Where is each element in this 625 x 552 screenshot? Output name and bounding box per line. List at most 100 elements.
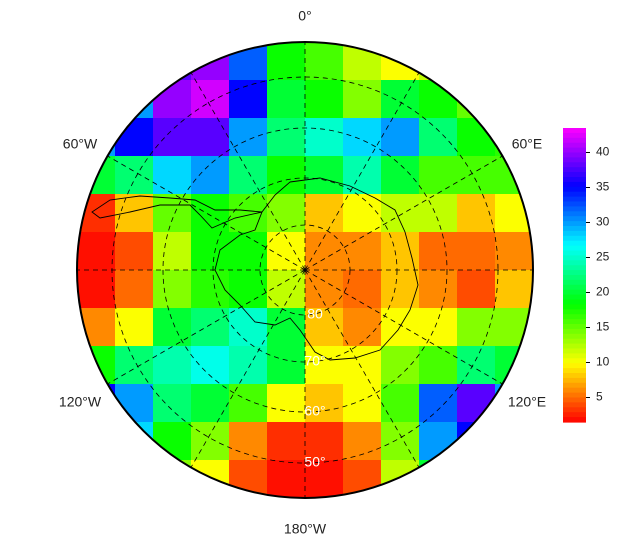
cell [305,118,344,157]
cell [267,460,306,498]
cell [495,194,533,233]
cell [191,80,230,119]
colorbar-step [563,304,586,310]
cell [115,194,154,233]
colorbar-step [563,338,586,345]
cell [153,232,192,271]
cell [267,346,306,385]
cell [343,460,382,498]
cell [381,270,420,309]
cell [191,270,230,309]
parallel-label: 50° [304,454,325,470]
cell [495,346,533,385]
cell [77,270,116,309]
cell [305,384,344,423]
cell [419,308,458,347]
cell [419,118,458,157]
colorbar-step [563,167,586,173]
cell [115,232,154,271]
cell [381,346,420,385]
colorbar-step [563,363,586,369]
cell [457,80,496,119]
cell [153,460,192,498]
colorbar-step [563,211,586,217]
meridian [107,269,306,385]
colorbar-step [563,270,586,276]
cell [153,384,192,423]
cell [229,232,268,271]
cell [305,42,344,81]
cell [77,346,116,385]
cell [153,308,192,347]
labels: 0° 60°E 120°E 180°W 120°W 60°W 50° 60° 70° 80 [59,8,546,537]
cell [343,194,382,233]
colorbar-step [563,132,586,139]
cell [305,270,344,309]
cell [229,384,268,423]
colorbar-step [563,333,586,340]
colorbar-tick-label: 5 [596,390,603,404]
cell [77,232,116,271]
colorbar-step [563,397,586,403]
cell [229,460,268,498]
colorbar-step [563,343,586,350]
colorbar-step [563,216,586,222]
cell [153,270,192,309]
meridian [304,155,503,271]
cell [229,270,268,309]
graticule [77,42,533,498]
colorbar-step [563,382,586,389]
cell [381,156,420,195]
colorbar-step [563,142,586,149]
cell [495,308,533,347]
parallel-label: 60° [304,403,325,419]
colorbar-step [563,402,586,408]
colorbar-step [563,294,586,301]
colorbar: 5 10 15 20 25 30 35 40 [563,128,610,423]
colorbar-step [563,206,586,212]
colorbar-step [563,260,586,266]
cell [115,346,154,385]
cell [305,422,344,461]
meridian [190,269,306,468]
cell [419,232,458,271]
colorbar-step [563,255,586,261]
cell [229,346,268,385]
cell [419,384,458,423]
cell [191,156,230,195]
colorbar-step [563,240,586,247]
colorbar-tick-label: 20 [596,285,610,299]
cell [343,42,382,81]
cell [457,422,496,461]
colorbar-step [563,245,586,252]
cell [305,156,344,195]
parallel [162,127,448,413]
colorbar-step [563,226,586,232]
cell [267,118,306,157]
cell [305,346,344,385]
cell [343,232,382,271]
cell [419,460,458,498]
meridian-label: 60°W [63,136,98,152]
colorbar-step [563,377,586,384]
meridian [190,72,306,271]
cell [153,194,192,233]
meridian-label: 60°E [512,136,543,152]
cell [191,460,230,498]
cell [381,422,420,461]
colorbar-step [563,368,586,374]
colorbar-tick-label: 35 [596,180,610,194]
cell [419,156,458,195]
cell [191,384,230,423]
cell [153,156,192,195]
cell [343,308,382,347]
cell [191,346,230,385]
cell [381,384,420,423]
cell [495,232,533,271]
cell [153,118,192,157]
cell [77,308,116,347]
cell [343,156,382,195]
colorbar-step [563,191,586,198]
cell [419,270,458,309]
cell [343,118,382,157]
